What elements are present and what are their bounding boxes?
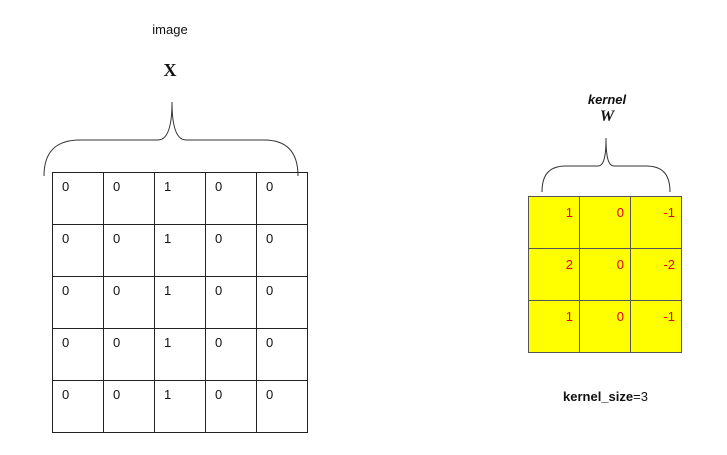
image-cell: 0 <box>52 328 104 381</box>
image-cell: 0 <box>103 172 155 225</box>
image-cell: 0 <box>256 380 308 433</box>
image-label: image <box>152 22 188 37</box>
image-cell: 1 <box>154 328 206 381</box>
kernel-row: 2 0 -2 <box>528 248 682 301</box>
image-brace <box>43 101 299 177</box>
image-cell: 0 <box>52 172 104 225</box>
image-cell: 0 <box>103 224 155 277</box>
image-cell: 0 <box>256 276 308 329</box>
kernel-cell: 0 <box>579 196 631 249</box>
kernel-cell: 1 <box>528 300 580 353</box>
image-cell: 0 <box>205 380 257 433</box>
kernel-size-caption: kernel_size=3 <box>563 389 648 404</box>
kernel-matrix: 1 0 -1 2 0 -2 1 0 -1 <box>528 196 682 353</box>
image-cell: 0 <box>52 276 104 329</box>
image-cell: 1 <box>154 224 206 277</box>
image-cell: 0 <box>52 224 104 277</box>
kernel-symbol: W <box>599 108 615 125</box>
image-cell: 0 <box>205 224 257 277</box>
image-cell: 1 <box>154 276 206 329</box>
image-cell: 0 <box>103 380 155 433</box>
kernel-cell: 2 <box>528 248 580 301</box>
image-cell: 0 <box>205 276 257 329</box>
kernel-row: 1 0 -1 <box>528 300 682 353</box>
kernel-cell: -1 <box>630 196 682 249</box>
kernel-cell: 0 <box>579 248 631 301</box>
kernel-row: 1 0 -1 <box>528 196 682 249</box>
kernel-cell: 1 <box>528 196 580 249</box>
kernel-size-key: kernel_size <box>563 389 634 404</box>
image-cell: 1 <box>154 172 206 225</box>
image-cell: 0 <box>205 328 257 381</box>
image-cell: 0 <box>256 224 308 277</box>
kernel-cell: -2 <box>630 248 682 301</box>
kernel-size-value: =3 <box>633 389 648 404</box>
image-cell: 0 <box>52 380 104 433</box>
image-cell: 0 <box>256 328 308 381</box>
image-cell: 0 <box>103 276 155 329</box>
image-cell: 0 <box>205 172 257 225</box>
image-symbol: X <box>163 60 177 80</box>
kernel-label: kernel <box>587 92 627 107</box>
image-cell: 1 <box>154 380 206 433</box>
image-cell: 0 <box>103 328 155 381</box>
image-cell: 0 <box>256 172 308 225</box>
kernel-brace <box>541 137 671 193</box>
kernel-cell: 0 <box>579 300 631 353</box>
kernel-cell: -1 <box>630 300 682 353</box>
